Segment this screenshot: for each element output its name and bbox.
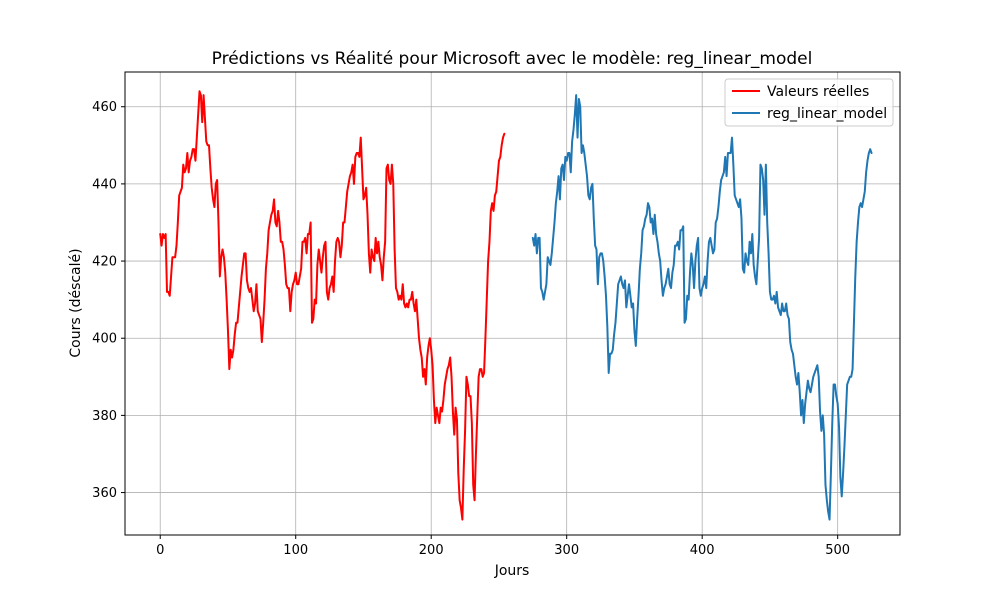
x-tick-label: 0 — [156, 543, 164, 558]
x-tick-label: 500 — [825, 543, 850, 558]
x-tick-label: 400 — [690, 543, 715, 558]
series-layer — [159, 90, 873, 521]
y-tick-label: 380 — [92, 409, 117, 424]
x-tick-label: 300 — [554, 543, 579, 558]
y-tick-label: 360 — [92, 486, 117, 501]
y-axis-ticks: 360 380 400 420 440 460 — [92, 100, 125, 501]
y-tick-label: 460 — [92, 100, 117, 115]
series-line-reg-linear-model — [531, 94, 873, 521]
legend-label-valeurs-reelles: Valeurs réelles — [767, 84, 869, 100]
y-tick-label: 440 — [92, 177, 117, 192]
legend-label-reg-linear-model: reg_linear_model — [767, 106, 887, 122]
x-axis-title: Jours — [494, 563, 530, 579]
chart-title: Prédictions vs Réalité pour Microsoft av… — [212, 49, 813, 69]
x-axis-ticks: 0 100 200 300 400 500 — [156, 535, 850, 558]
series-line-valeurs-r-elles — [159, 90, 506, 521]
legend-box — [724, 78, 894, 127]
y-tick-label: 420 — [92, 255, 117, 270]
y-tick-label: 400 — [92, 332, 117, 347]
x-tick-label: 100 — [283, 543, 308, 558]
legend: Valeurs réelles reg_linear_model — [724, 78, 894, 127]
y-axis-title: Cours (déscalé) — [68, 248, 84, 357]
x-gridlines — [159, 72, 839, 535]
plot-frame — [124, 71, 901, 536]
x-tick-label: 200 — [419, 543, 444, 558]
